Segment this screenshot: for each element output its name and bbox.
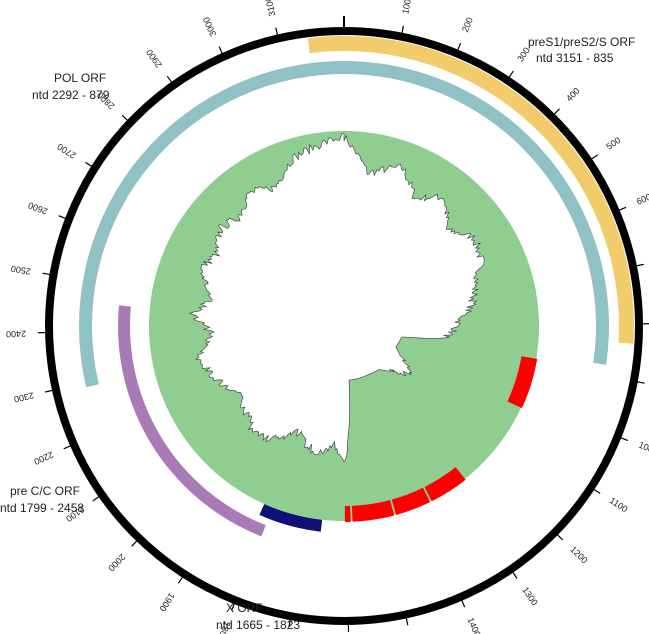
tick-label: 100: [400, 0, 413, 15]
label-pol-title: POL ORF: [54, 71, 106, 85]
tick-label: 2200: [33, 450, 55, 467]
tick-label: 3100: [263, 0, 277, 17]
label-pol-range: ntd 2292 - 879: [32, 88, 110, 102]
label-prec-title: pre C/C ORF: [10, 484, 80, 498]
label-pres-range: ntd 3151 - 835: [536, 51, 614, 65]
tick-label: 2500: [10, 263, 31, 276]
outer-ring: [45, 27, 643, 625]
red-segment: [507, 356, 538, 409]
x-orf-arc: [259, 503, 323, 532]
label-x-range: ntd 1665 - 1823: [216, 618, 300, 632]
coverage-outline: [188, 133, 485, 463]
tick-label: 200: [460, 16, 475, 34]
tick-label: 2300: [13, 390, 35, 404]
tick-label: 1900: [157, 591, 176, 613]
tick-label: 1300: [520, 585, 540, 607]
pre-c-orf-arc: [118, 305, 266, 537]
coverage-area: [149, 131, 539, 521]
red-segment: [344, 505, 351, 522]
tick-label: 1000: [637, 440, 649, 457]
tick-label: 600: [635, 192, 649, 207]
orf-arcs: [78, 35, 634, 537]
tick-label: 1400: [465, 616, 482, 634]
red-segment: [424, 467, 466, 502]
tick-label: 400: [564, 86, 582, 104]
tick-label: 2700: [55, 142, 77, 161]
tick-label: 2900: [144, 47, 164, 69]
tick-label: 2000: [106, 552, 127, 573]
tick-label: 2600: [27, 200, 49, 217]
label-x-title: X ORF: [226, 601, 263, 615]
label-prec-range: ntd 1799 - 2458: [0, 501, 84, 515]
red-segment: [351, 499, 395, 522]
tick-label: 500: [604, 135, 622, 152]
tick-label: 1100: [608, 495, 630, 514]
tick-label: 2400: [6, 329, 26, 339]
label-pres-title: preS1/preS2/S ORF: [528, 35, 635, 49]
red-segment: [391, 487, 431, 515]
coverage-plot: [149, 131, 539, 521]
tick-label: 1200: [568, 544, 589, 565]
red-segments: [344, 356, 538, 522]
tick-label: 3000: [201, 16, 218, 38]
